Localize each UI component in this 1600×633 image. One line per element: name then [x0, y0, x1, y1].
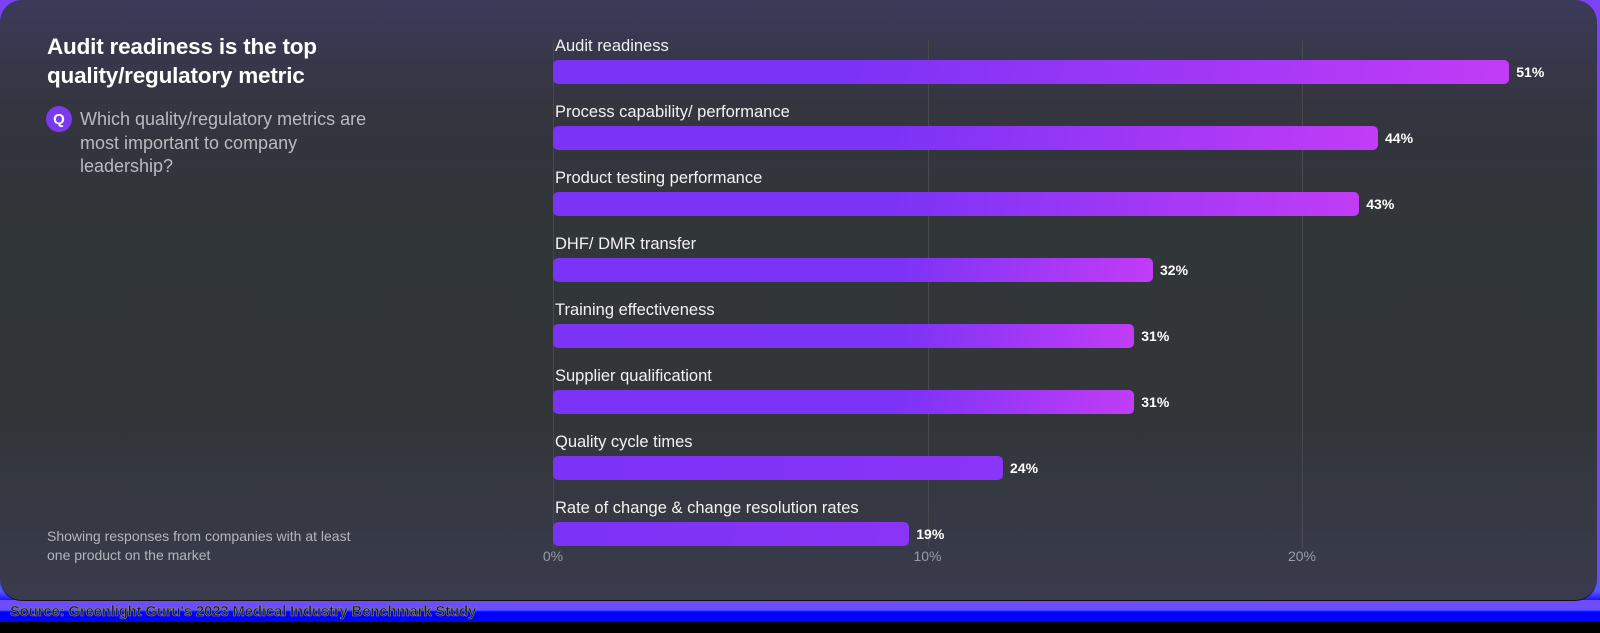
bar-row: DHF/ DMR transfer 32% — [553, 235, 1553, 318]
bar-category-label: Rate of change & change resolution rates — [555, 499, 859, 517]
bar — [553, 522, 910, 546]
bar-chart: 0% 10% 20% Audit readiness 51% Process capabi… — [542, 37, 1553, 582]
bar-value-label: 44% — [1385, 130, 1414, 146]
bar-value-label: 51% — [1516, 64, 1545, 80]
chart-title: Audit readiness is the top quality/regul… — [47, 34, 317, 88]
bar-row: Audit readiness 51% — [553, 37, 1553, 120]
footnote: Showing responses from companies with at… — [47, 528, 351, 563]
question-text: Which quality/regulatory metrics are mos… — [80, 109, 367, 176]
bar-row: Product testing performance 43% — [553, 169, 1553, 252]
bar-category-label: Product testing performance — [555, 169, 763, 187]
bar-category-label: Training effectiveness — [555, 301, 715, 319]
bar — [553, 324, 1135, 348]
gridline — [1302, 40, 1303, 548]
bar — [553, 390, 1135, 414]
x-tick-label: 20% — [1287, 548, 1317, 564]
bar — [553, 60, 1510, 84]
gridline — [927, 40, 929, 548]
bar-category-label: Audit readiness — [555, 37, 669, 55]
bar-value-label: 19% — [916, 526, 945, 542]
bar — [553, 126, 1378, 150]
bar-value-label: 31% — [1141, 394, 1170, 410]
bar-row: Training effectiveness 31% — [553, 301, 1553, 384]
bar-category-label: Quality cycle times — [555, 433, 693, 451]
bar-category-label: Process capability/ performance — [555, 103, 790, 121]
x-tick-label: 10% — [913, 548, 942, 564]
bar-category-label: DHF/ DMR transfer — [555, 235, 697, 253]
gridline — [553, 40, 554, 548]
bottom-accent-band — [0, 600, 1600, 622]
bar — [553, 456, 1003, 480]
bar-row: Rate of change & change resolution rates… — [553, 499, 1553, 582]
bar-category-label: Supplier qualificationt — [555, 367, 712, 385]
bar — [553, 258, 1153, 282]
bar-row: Process capability/ performance 44% — [553, 103, 1553, 186]
bar-value-label: 31% — [1141, 328, 1170, 344]
bar — [553, 192, 1360, 216]
bar-row: Quality cycle times 24% — [553, 433, 1553, 516]
bar-value-label: 43% — [1366, 196, 1395, 212]
bar-row: Supplier qualificationt 31% — [553, 367, 1553, 450]
source-caption: Source: Greenlight Guru's 2023 Medical I… — [10, 603, 477, 621]
bar-value-label: 32% — [1160, 262, 1189, 278]
question-icon: Q — [46, 106, 72, 132]
x-tick-label: 0% — [542, 548, 564, 564]
chart-card: Audit readiness is the top quality/regul… — [0, 0, 1597, 600]
bar-value-label: 24% — [1010, 460, 1039, 476]
